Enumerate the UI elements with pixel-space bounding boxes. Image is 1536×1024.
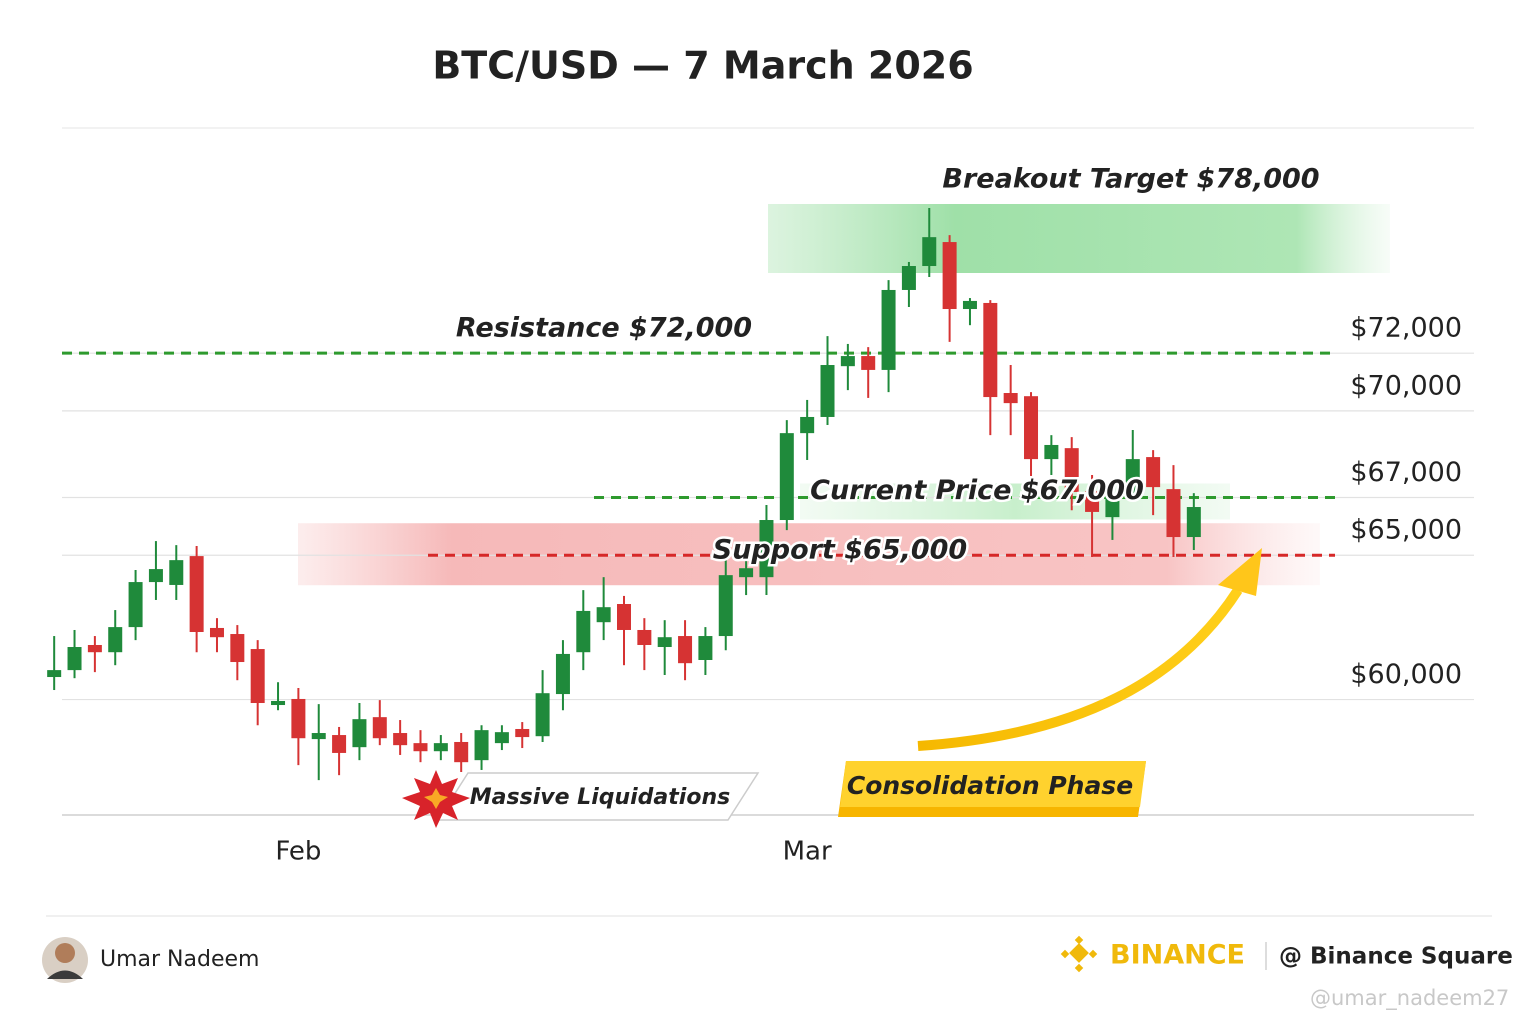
candle-body [433, 743, 448, 752]
candle-body [657, 637, 672, 648]
labels: $60,000 $65,000 $67,000 $70,000 $72,000 Break… [275, 164, 1462, 867]
candles [47, 207, 1201, 781]
candle-body [230, 634, 245, 663]
candle-body [352, 719, 367, 748]
logo-square [1074, 963, 1084, 973]
x-tick-label: Mar [783, 837, 832, 867]
candle-body [494, 732, 509, 744]
author: Umar Nadeem [100, 947, 259, 972]
candle-body [515, 728, 530, 738]
candle-body [718, 575, 733, 637]
candle-body [576, 610, 591, 653]
watermark: @umar_nadeem27 [1310, 986, 1509, 1011]
candle-body [1125, 459, 1140, 495]
candle-body [291, 698, 306, 739]
background-layer [298, 204, 1390, 586]
candle-body [535, 693, 550, 737]
y-tick-label: $65,000 [1350, 515, 1462, 546]
avatar-body [47, 970, 83, 979]
candle-body [739, 568, 754, 578]
candle-body [1003, 393, 1018, 404]
burst-core [424, 788, 448, 809]
candle-body [1186, 507, 1201, 538]
candle-body [1146, 457, 1161, 488]
candle-body [1044, 444, 1059, 460]
label-box-face [840, 761, 1146, 807]
candle-body [881, 289, 896, 370]
chart-title: BTC/USD — 7 March 2026 [432, 44, 973, 88]
candle-body [861, 356, 876, 370]
y-tick-label: $60,000 [1350, 659, 1462, 690]
levels [62, 351, 1340, 557]
candle-body [779, 433, 794, 521]
candle-body [128, 582, 143, 628]
candle-body [169, 560, 184, 585]
x-tick-label: Feb [275, 837, 321, 867]
candle-body [1166, 489, 1181, 538]
candle-body [759, 520, 774, 578]
candle-body [332, 735, 347, 753]
target-zone [768, 204, 1390, 273]
consolidation-label: Consolidation Phase [838, 761, 1146, 817]
candle-body [271, 700, 286, 706]
y-tick-label: $70,000 [1350, 370, 1462, 401]
candle-body [393, 733, 408, 746]
brand: BINANCE [1110, 940, 1245, 971]
target-label: Breakout Target $78,000 [942, 164, 1319, 195]
candle-body [840, 356, 855, 367]
candle-body [474, 730, 489, 761]
logo-square [1074, 935, 1084, 945]
candle-body [983, 302, 998, 398]
candle-body [617, 604, 631, 630]
logo-square [1060, 949, 1070, 959]
avatar-face [55, 943, 75, 963]
candle-body [189, 556, 204, 633]
candle-body [311, 733, 326, 740]
annotation: Consolidation Phase [847, 771, 1133, 800]
candle-body [1024, 396, 1039, 460]
candle-body [962, 300, 977, 310]
platform: @ Binance Square [1279, 944, 1513, 970]
binance-logo [1060, 935, 1098, 973]
level-label: Current Price $67,000 [810, 475, 1144, 506]
candle-body [454, 741, 469, 763]
candle-body [555, 653, 570, 695]
candle-body [820, 365, 835, 417]
candle-body [87, 644, 102, 653]
candle-body [1085, 491, 1100, 512]
candle-body [209, 627, 224, 638]
candle-body [372, 717, 387, 739]
liquidations-callout: Massive Liquidations [402, 770, 760, 828]
y-tick-label: $72,000 [1350, 313, 1462, 344]
annotation: Massive Liquidations [470, 785, 730, 810]
candle-body [1064, 448, 1079, 493]
candle-body [148, 569, 163, 583]
candle-body [637, 629, 652, 645]
level-label: Support $65,000 [713, 535, 967, 566]
candle-body [922, 237, 937, 267]
trend-arrow [917, 587, 1243, 751]
candle-body [800, 416, 815, 434]
candle-body [47, 670, 62, 678]
candle-body [596, 607, 611, 623]
candle-body [678, 636, 693, 664]
level-zone [800, 483, 1230, 520]
logo-square [1069, 943, 1089, 963]
logo-square [1088, 949, 1098, 959]
y-tick-label: $67,000 [1350, 457, 1462, 488]
candle-body [1105, 494, 1120, 518]
candle-body [250, 649, 265, 704]
candle-body [108, 627, 123, 653]
candle-body [942, 242, 957, 310]
level-label: Resistance $72,000 [456, 313, 752, 344]
candle-body [901, 266, 916, 290]
arrow-head [1218, 548, 1262, 596]
candle-body [413, 743, 428, 752]
candle-body [67, 647, 82, 671]
candle-body [698, 636, 713, 661]
